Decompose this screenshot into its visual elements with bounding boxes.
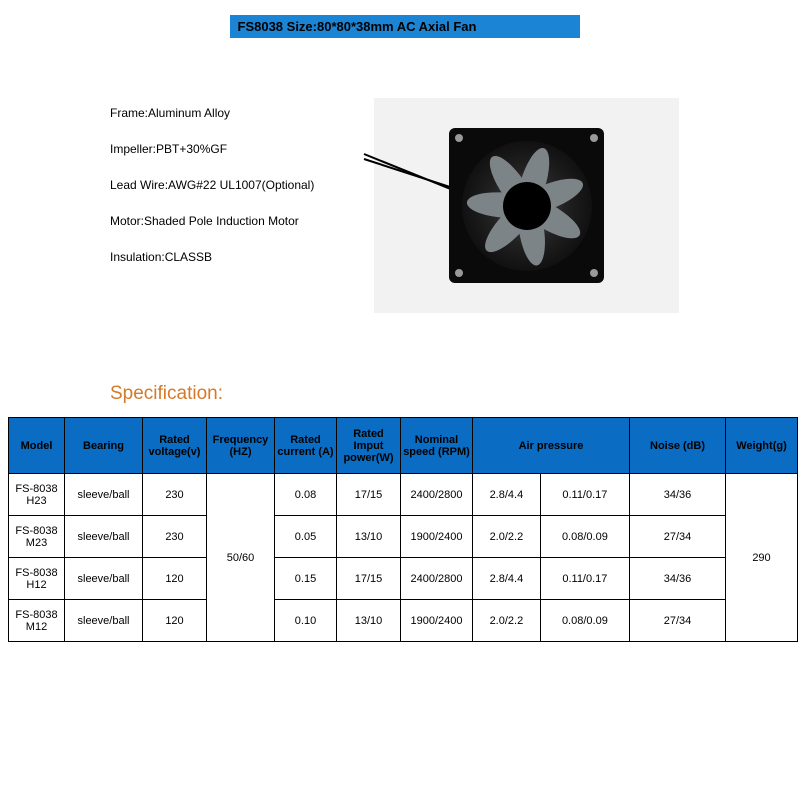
table-header-cell: Rated voltage(v) [143,418,207,474]
table-cell: 13/10 [337,600,401,642]
mount-hole-icon [455,134,463,142]
top-section: Frame:Aluminum Alloy Impeller:PBT+30%GF … [0,98,809,313]
mount-hole-icon [590,269,598,277]
table-cell: 2.8/4.4 [473,558,541,600]
table-header-cell: Model [9,418,65,474]
table-cell: 0.08/0.09 [540,516,629,558]
table-cell: 230 [143,474,207,516]
table-cell: 13/10 [337,516,401,558]
property-frame: Frame:Aluminum Alloy [110,106,314,120]
table-cell: 2.0/2.2 [473,516,541,558]
table-cell: 2400/2800 [401,474,473,516]
table-header-cell: Frequency (HZ) [207,418,275,474]
title-bar: FS8038 Size:80*80*38mm AC Axial Fan [230,15,580,38]
fan-body [449,128,604,283]
properties-list: Frame:Aluminum Alloy Impeller:PBT+30%GF … [110,98,314,313]
property-insulation: Insulation:CLASSB [110,250,314,264]
table-cell: FS-8038 H12 [9,558,65,600]
table-header-cell: Air pressure [473,418,630,474]
fan-hub [503,182,551,230]
table-cell: sleeve/ball [65,516,143,558]
table-cell-weight: 290 [726,474,798,642]
table-cell: 1900/2400 [401,516,473,558]
table-cell: sleeve/ball [65,474,143,516]
table-cell: 2.0/2.2 [473,600,541,642]
table-cell: 17/15 [337,558,401,600]
table-cell: 120 [143,600,207,642]
table-cell: 120 [143,558,207,600]
table-cell: 1900/2400 [401,600,473,642]
table-row: FS-8038 H23sleeve/ball23050/600.0817/152… [9,474,798,516]
fan-ring [462,141,592,271]
table-cell: 17/15 [337,474,401,516]
table-cell: 0.08/0.09 [540,600,629,642]
table-cell: 2400/2800 [401,558,473,600]
table-cell: 0.05 [275,516,337,558]
table-cell-frequency: 50/60 [207,474,275,642]
table-header-cell: Bearing [65,418,143,474]
table-header-cell: Rated Imput power(W) [337,418,401,474]
table-header-row: ModelBearingRated voltage(v)Frequency (H… [9,418,798,474]
table-cell: FS-8038 M12 [9,600,65,642]
table-cell: 27/34 [630,516,726,558]
table-row: FS-8038 M12sleeve/ball120 0.1013/101900/2… [9,600,798,642]
table-header-cell: Nominal speed (RPM) [401,418,473,474]
product-image [374,98,679,313]
table-cell: 0.15 [275,558,337,600]
property-motor: Motor:Shaded Pole Induction Motor [110,214,314,228]
mount-hole-icon [455,269,463,277]
property-leadwire: Lead Wire:AWG#22 UL1007(Optional) [110,178,314,192]
table-cell: FS-8038 M23 [9,516,65,558]
table-cell: FS-8038 H23 [9,474,65,516]
table-header-cell: Weight(g) [726,418,798,474]
table-cell: 2.8/4.4 [473,474,541,516]
property-impeller: Impeller:PBT+30%GF [110,142,314,156]
table-cell: sleeve/ball [65,558,143,600]
table-cell: 34/36 [630,558,726,600]
table-cell: 0.10 [275,600,337,642]
table-cell: 0.11/0.17 [540,558,629,600]
specification-heading: Specification: [110,383,809,405]
mount-hole-icon [590,134,598,142]
table-cell: 27/34 [630,600,726,642]
table-cell: 34/36 [630,474,726,516]
table-cell: sleeve/ball [65,600,143,642]
table-cell: 0.11/0.17 [540,474,629,516]
table-row: FS-8038 M23sleeve/ball230 0.0513/101900/2… [9,516,798,558]
table-header-cell: Noise (dB) [630,418,726,474]
table-cell: 0.08 [275,474,337,516]
table-row: FS-8038 H12sleeve/ball120 0.1517/152400/2… [9,558,798,600]
specification-table: ModelBearingRated voltage(v)Frequency (H… [8,417,798,642]
table-header-cell: Rated current (A) [275,418,337,474]
table-cell: 230 [143,516,207,558]
